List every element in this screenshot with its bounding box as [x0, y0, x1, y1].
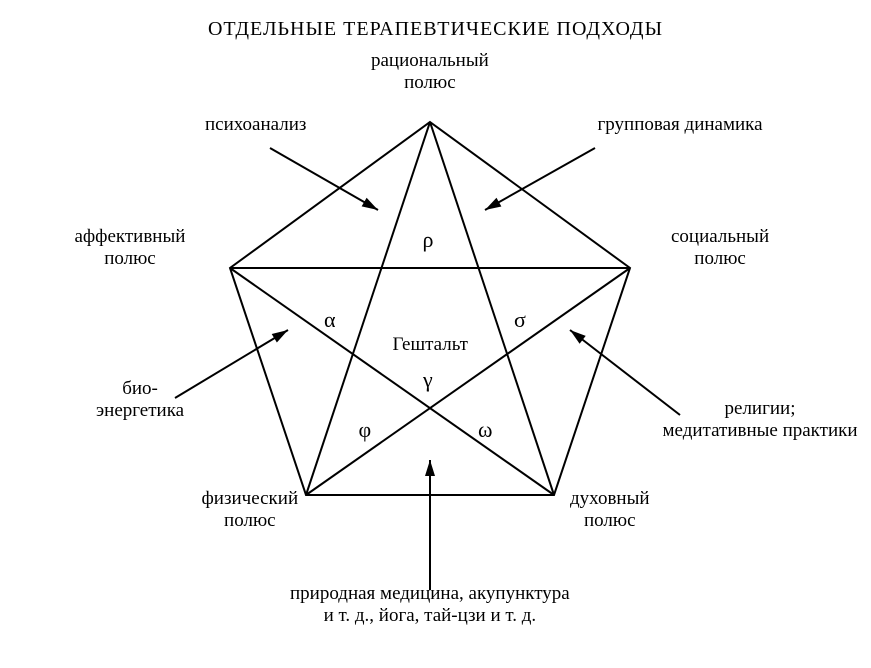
arrow-psychoanalysis-line	[270, 148, 378, 210]
greek-phi: φ	[359, 417, 372, 443]
arrow-natural-medicine-head	[425, 460, 435, 476]
arrow-label-group-dynamics: групповая динамика	[598, 114, 763, 136]
greek-sigma: σ	[514, 307, 526, 333]
pole-label-bl: физический полюс	[202, 488, 299, 532]
arrow-label-bioenergetics: био- энергетика	[96, 378, 184, 422]
greek-alpha: α	[324, 307, 336, 333]
greek-omega: ω	[478, 417, 492, 443]
arrow-label-natural-medicine: природная медицина, акупунктура и т. д.,…	[290, 583, 570, 627]
greek-gamma: γ	[423, 367, 433, 393]
pole-label-left: аффективный полюс	[75, 226, 186, 270]
star-edge	[230, 268, 554, 495]
star-edge	[306, 268, 630, 495]
arrow-label-psychoanalysis: психоанализ	[205, 114, 306, 136]
pole-label-br: духовный полюс	[570, 488, 650, 532]
pole-label-top: рациональный полюс	[371, 50, 489, 94]
arrow-bioenergetics-head	[272, 330, 288, 343]
arrow-group-dynamics-line	[485, 148, 595, 210]
pentagon-outline	[230, 122, 630, 495]
arrow-psychoanalysis-head	[362, 198, 378, 210]
pole-label-right: социальный полюс	[671, 226, 769, 270]
arrow-religion-meditation-head	[570, 330, 586, 344]
diagram-stage: ОТДЕЛЬНЫЕ ТЕРАПЕВТИЧЕСКИЕ ПОДХОДЫ рацион…	[0, 0, 871, 668]
arrow-label-religion-meditation: религии; медитативные практики	[663, 398, 858, 442]
greek-rho: ρ	[423, 227, 434, 253]
arrow-group-dynamics-head	[485, 198, 501, 210]
center-label: Гештальт	[393, 334, 468, 356]
